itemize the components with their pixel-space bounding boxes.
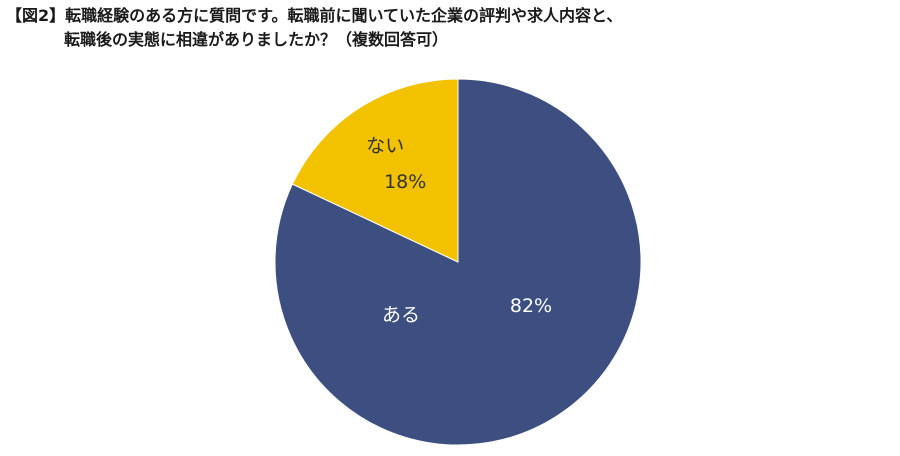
pie-slice-1	[291, 78, 459, 263]
chart-title-line-2: 転職後の実態に相違がありましたか？（複数回答可）	[64, 30, 449, 49]
slice-label-0: ある	[382, 304, 420, 326]
slice-value-label-0: 82%	[510, 295, 552, 317]
chart-title: 【図2】転職経験のある方に質問です。転職前に聞いていた企業の評判や求人内容と、 …	[6, 4, 886, 52]
slice-label-1: ない	[366, 135, 404, 157]
slice-value-label-1: 18%	[384, 171, 426, 193]
chart-title-line-1: 【図2】転職経験のある方に質問です。転職前に聞いていた企業の評判や求人内容と、	[6, 6, 623, 25]
